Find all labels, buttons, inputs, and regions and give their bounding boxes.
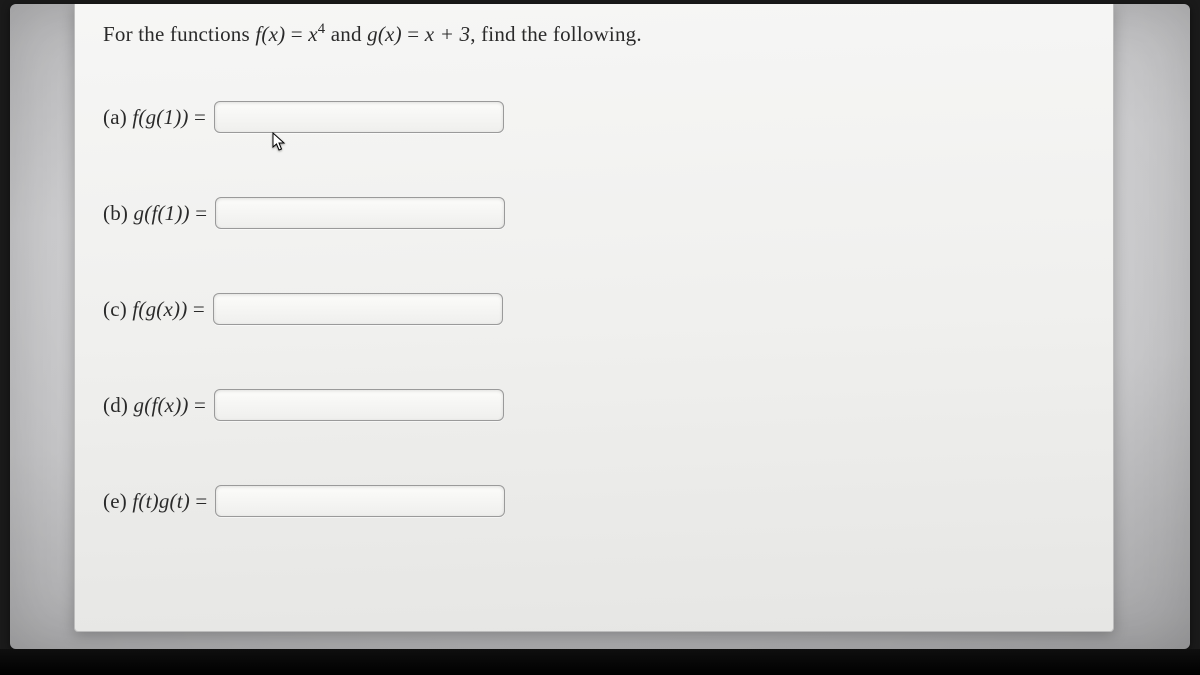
part-c-row: (c) f(g(x)) = — [103, 293, 1085, 325]
part-d-input[interactable] — [214, 389, 504, 421]
part-a-input[interactable] — [214, 101, 504, 133]
part-d-row: (d) g(f(x)) = — [103, 389, 1085, 421]
part-d-eq: = — [189, 393, 207, 417]
part-d-expr: g(f(x)) — [134, 393, 189, 417]
part-e-label: (e) f(t)g(t) = — [103, 489, 207, 514]
prompt-g-rhs: x + 3 — [425, 22, 471, 46]
bottom-bar — [0, 649, 1200, 675]
prompt-eq1: = — [285, 22, 308, 46]
part-e-expr: f(t)g(t) — [132, 489, 190, 513]
prompt-and: and — [325, 22, 367, 46]
prompt-f-lhs: f(x) — [255, 22, 285, 46]
part-b-row: (b) g(f(1)) = — [103, 197, 1085, 229]
part-b-expr: g(f(1)) — [134, 201, 190, 225]
part-c-expr: f(g(x)) — [132, 297, 187, 321]
part-e-eq: = — [190, 489, 208, 513]
part-a-eq: = — [189, 105, 207, 129]
part-d-label: (d) g(f(x)) = — [103, 393, 206, 418]
prompt-prefix: For the functions — [103, 22, 255, 46]
part-b-input[interactable] — [215, 197, 505, 229]
part-c-eq: = — [187, 297, 205, 321]
part-c-tag: (c) — [103, 297, 127, 321]
part-a-label: (a) f(g(1)) = — [103, 105, 206, 130]
part-c-label: (c) f(g(x)) = — [103, 297, 205, 322]
part-e-input[interactable] — [215, 485, 505, 517]
part-a-tag: (a) — [103, 105, 127, 129]
question-card: For the functions f(x) = x4 and g(x) = x… — [74, 4, 1114, 632]
part-b-eq: = — [190, 201, 208, 225]
prompt-eq2: = — [402, 22, 425, 46]
part-c-input[interactable] — [213, 293, 503, 325]
prompt-f-rhs-base: x — [308, 22, 318, 46]
part-e-tag: (e) — [103, 489, 127, 513]
question-prompt: For the functions f(x) = x4 and g(x) = x… — [103, 22, 1085, 47]
prompt-g-lhs: g(x) — [367, 22, 402, 46]
part-d-tag: (d) — [103, 393, 128, 417]
prompt-suffix: , find the following. — [470, 22, 642, 46]
part-a-row: (a) f(g(1)) = — [103, 101, 1085, 133]
screen-frame: For the functions f(x) = x4 and g(x) = x… — [10, 4, 1190, 649]
part-a-expr: f(g(1)) — [132, 105, 188, 129]
part-b-label: (b) g(f(1)) = — [103, 201, 207, 226]
part-b-tag: (b) — [103, 201, 128, 225]
part-e-row: (e) f(t)g(t) = — [103, 485, 1085, 517]
